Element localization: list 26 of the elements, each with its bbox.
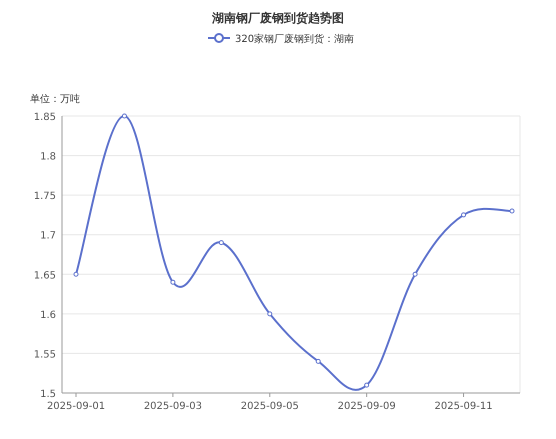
legend-label: 320家钢厂废钢到货：湖南	[235, 33, 354, 45]
x-tick-label: 2025-09-05	[240, 401, 299, 412]
y-tick-label: 1.85	[34, 112, 56, 123]
x-tick-label: 2025-09-03	[144, 401, 202, 412]
point	[364, 382, 370, 388]
point	[412, 272, 418, 277]
y-tick-label: 1.8	[40, 152, 56, 163]
x-tick-label: 2025-09-11	[434, 401, 493, 412]
point	[510, 208, 514, 214]
x-tick-label: 2025-09-09	[338, 401, 396, 412]
y-axis-title: 单位：万吨	[30, 93, 80, 105]
point	[74, 272, 78, 277]
y-tick-label: 1.7	[40, 230, 56, 242]
point	[218, 240, 224, 246]
y-tick-label: 1.75	[34, 191, 56, 202]
point	[122, 114, 127, 118]
point	[170, 280, 176, 285]
y-tick-label: 1.6	[40, 310, 56, 321]
y-tick-label: 1.5	[40, 389, 56, 400]
x-tick-label: 2025-09-01	[46, 401, 106, 412]
point	[267, 311, 272, 316]
point	[461, 212, 466, 218]
y-tick-label: 1.65	[34, 270, 56, 282]
chart-title: 湖南钢厂废钢到货趋势图	[211, 11, 344, 25]
point	[316, 358, 321, 364]
y-tick-label: 1.55	[34, 349, 56, 360]
